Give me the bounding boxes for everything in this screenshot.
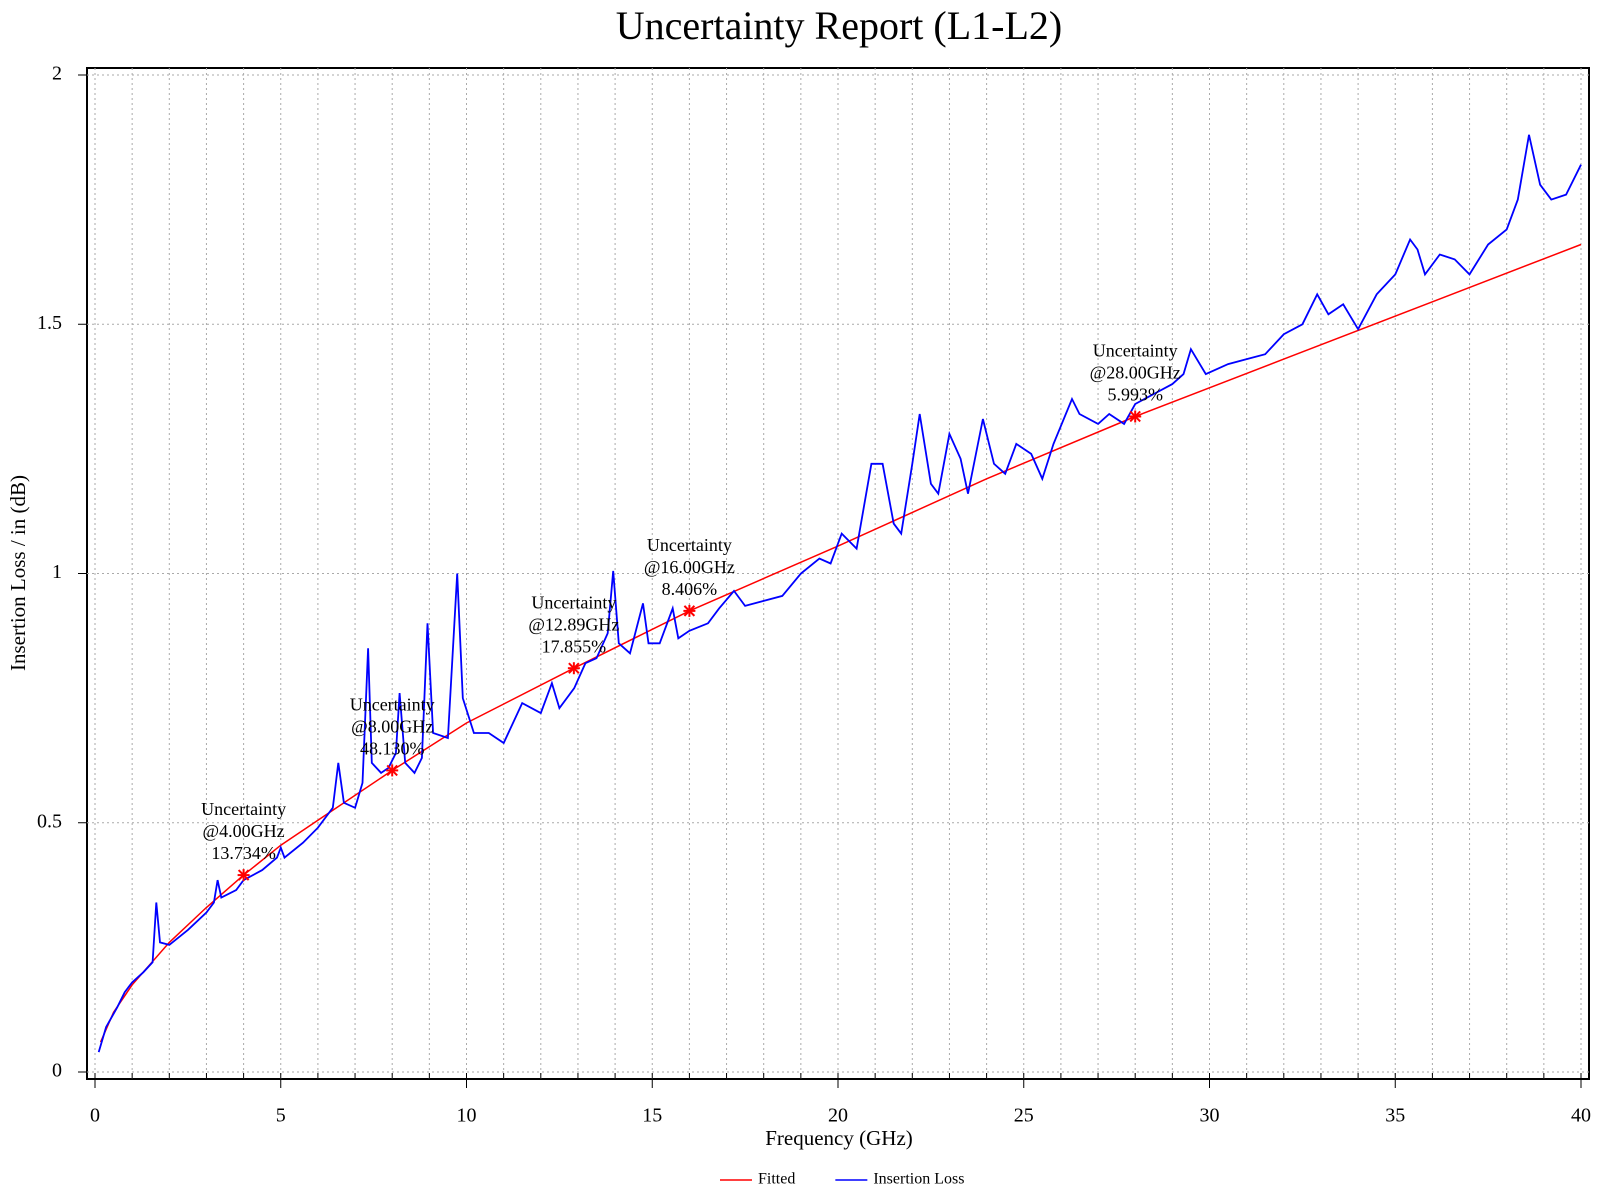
annotation-text: 17.855% <box>542 636 607 656</box>
annotation-text: Uncertainty <box>201 799 286 819</box>
x-tick-label: 35 <box>1385 1105 1405 1127</box>
annotation-text: @28.00GHz <box>1090 363 1181 383</box>
annotation-text: 8.406% <box>662 579 718 599</box>
annotation-marker <box>386 764 399 777</box>
chart-title: Uncertainty Report (L1-L2) <box>616 3 1063 48</box>
y-tick-label: 1 <box>52 561 62 583</box>
annotation-marker <box>237 869 250 882</box>
annotation-text: @12.89GHz <box>528 614 619 634</box>
series-line <box>97 134 1582 1053</box>
annotation-marker <box>567 662 580 675</box>
y-tick-label: 1.5 <box>37 312 62 334</box>
y-tick-label: 0 <box>52 1060 62 1082</box>
x-tick-label: 20 <box>828 1105 848 1127</box>
y-tick-label: 2 <box>52 63 62 85</box>
x-tick-label: 5 <box>276 1105 286 1127</box>
annotation-text: Uncertainty <box>531 592 616 612</box>
y-axis-label: Insertion Loss / in (dB) <box>6 475 30 671</box>
legend-label: Fitted <box>758 1171 795 1188</box>
annotation-text: 48.130% <box>360 739 425 759</box>
x-tick-label: 30 <box>1200 1105 1220 1127</box>
x-tick-label: 15 <box>642 1105 662 1127</box>
annotation-text: 13.734% <box>211 843 276 863</box>
x-axis-label: Frequency (GHz) <box>765 1126 913 1150</box>
annotation-marker <box>683 604 696 617</box>
legend-label: Insertion Loss <box>873 1171 964 1188</box>
annotation-text: @4.00GHz <box>203 821 285 841</box>
x-tick-label: 40 <box>1571 1105 1591 1127</box>
annotation-text: Uncertainty <box>1093 341 1178 361</box>
x-tick-label: 10 <box>457 1105 477 1127</box>
annotation-text: 5.993% <box>1107 385 1163 405</box>
x-tick-label: 25 <box>1014 1105 1034 1127</box>
annotation-text: Uncertainty <box>350 695 435 715</box>
annotation-text: @8.00GHz <box>351 717 433 737</box>
annotation-text: @16.00GHz <box>644 557 735 577</box>
annotation-text: Uncertainty <box>647 535 732 555</box>
annotation-marker <box>1129 410 1142 423</box>
series-line <box>99 243 1582 1043</box>
x-tick-label: 0 <box>90 1105 100 1127</box>
y-tick-label: 0.5 <box>37 810 62 832</box>
